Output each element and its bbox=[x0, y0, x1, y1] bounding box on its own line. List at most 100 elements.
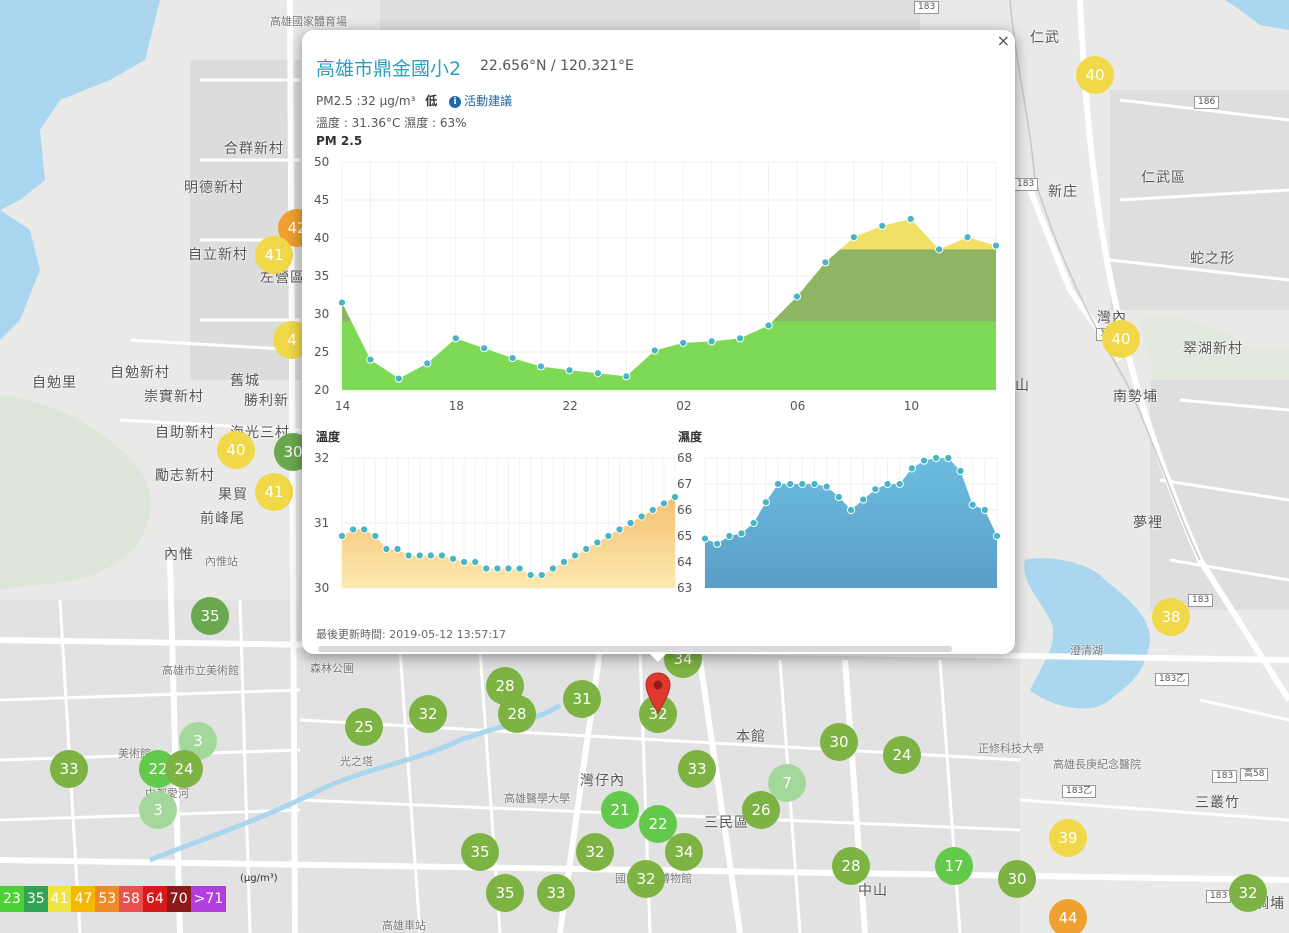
horizontal-scrollbar[interactable] bbox=[318, 646, 952, 652]
place-label: 灣仔內 bbox=[580, 773, 625, 789]
station-marker[interactable]: 24 bbox=[883, 736, 921, 774]
area-band-mid bbox=[342, 249, 996, 322]
data-point bbox=[919, 456, 929, 465]
place-label: 崇實新村 bbox=[144, 389, 204, 405]
place-label: 自助新村 bbox=[155, 425, 215, 441]
station-marker[interactable]: 35 bbox=[191, 597, 229, 635]
station-marker[interactable]: 33 bbox=[50, 750, 88, 788]
station-marker[interactable]: 32 bbox=[1229, 874, 1267, 912]
station-marker[interactable]: 40 bbox=[1076, 56, 1114, 94]
data-point bbox=[480, 344, 489, 353]
popup-pointer bbox=[648, 652, 668, 662]
place-label: 自勉里 bbox=[32, 375, 77, 391]
area-fill bbox=[342, 497, 675, 588]
station-marker[interactable]: 33 bbox=[537, 874, 575, 912]
data-point bbox=[871, 485, 880, 494]
last-updated: 最後更新時間: 2019-05-12 13:57:17 bbox=[316, 628, 507, 641]
station-marker[interactable]: 40 bbox=[1102, 320, 1140, 358]
info-icon: i bbox=[449, 96, 462, 108]
legend-item: 64 bbox=[142, 886, 167, 912]
station-marker[interactable]: 33 bbox=[678, 750, 716, 788]
close-icon[interactable]: × bbox=[996, 31, 1010, 50]
data-point bbox=[810, 479, 819, 489]
data-point bbox=[508, 353, 517, 363]
legend-unit: (μg/m³) bbox=[240, 873, 278, 884]
area-band-low bbox=[342, 321, 996, 390]
place-label: 山 bbox=[1015, 378, 1030, 394]
station-marker[interactable]: 44 bbox=[1049, 899, 1087, 933]
place-label: 內惟 bbox=[164, 547, 194, 563]
data-point bbox=[471, 557, 480, 567]
data-point bbox=[604, 531, 613, 541]
data-point bbox=[883, 479, 892, 489]
place-label: 仁武 bbox=[1030, 30, 1060, 46]
x-tick-label: 14 bbox=[335, 399, 350, 412]
data-point bbox=[548, 564, 557, 573]
data-point bbox=[382, 544, 391, 554]
data-point bbox=[956, 466, 965, 476]
activity-advice-link[interactable]: i 活動建議 bbox=[449, 94, 512, 108]
station-marker[interactable]: 39 bbox=[1049, 819, 1087, 857]
station-marker[interactable]: 17 bbox=[935, 847, 973, 885]
place-label: 夢裡 bbox=[1133, 515, 1163, 531]
place-label: 內惟站 bbox=[205, 555, 238, 568]
y-tick-label: 31 bbox=[314, 516, 329, 530]
y-tick-label: 40 bbox=[314, 231, 329, 245]
legend-item: 35 bbox=[23, 886, 48, 912]
station-marker[interactable]: 32 bbox=[576, 833, 614, 871]
station-marker[interactable]: 26 bbox=[742, 791, 780, 829]
place-label: 高雄醫學大學 bbox=[504, 792, 570, 805]
y-tick-label: 63 bbox=[677, 581, 692, 595]
data-point bbox=[906, 214, 915, 224]
selected-location-pin-icon[interactable] bbox=[645, 672, 671, 714]
data-point bbox=[571, 551, 580, 560]
station-marker[interactable]: 41 bbox=[255, 473, 293, 511]
station-marker[interactable]: 3 bbox=[139, 791, 177, 829]
x-tick-label: 10 bbox=[904, 399, 919, 412]
place-label: 中山 bbox=[858, 883, 888, 899]
station-marker[interactable]: 32 bbox=[627, 860, 665, 898]
data-point bbox=[615, 525, 624, 534]
temp-humidity-reading: 溫度 : 31.36°C 濕度 : 63% bbox=[316, 116, 467, 130]
data-point bbox=[536, 362, 546, 371]
data-point bbox=[366, 355, 375, 364]
data-point bbox=[349, 525, 358, 534]
station-marker[interactable]: 32 bbox=[409, 695, 447, 733]
data-point bbox=[670, 492, 680, 502]
data-point bbox=[537, 570, 546, 580]
data-point bbox=[968, 500, 977, 509]
data-point bbox=[786, 479, 795, 489]
humidity-chart-title: 濕度 bbox=[678, 430, 703, 444]
pm-chart-title: PM 2.5 bbox=[316, 134, 363, 148]
data-point bbox=[992, 531, 1000, 541]
station-marker[interactable]: 31 bbox=[563, 680, 601, 718]
data-point bbox=[559, 557, 569, 567]
temperature-chart-title: 溫度 bbox=[316, 430, 341, 444]
y-tick-label: 45 bbox=[314, 193, 329, 207]
station-marker[interactable]: 41 bbox=[255, 236, 293, 274]
station-marker[interactable]: 30 bbox=[820, 723, 858, 761]
station-marker[interactable]: 38 bbox=[1152, 598, 1190, 636]
station-marker[interactable]: 32 bbox=[639, 695, 677, 733]
place-label: 本館 bbox=[736, 729, 766, 745]
y-tick-label: 67 bbox=[677, 477, 692, 491]
data-point bbox=[679, 338, 688, 347]
station-marker[interactable]: 24 bbox=[165, 750, 203, 788]
station-marker[interactable]: 35 bbox=[486, 874, 524, 912]
station-marker[interactable]: 30 bbox=[998, 860, 1036, 898]
road-shield: 高58 bbox=[1240, 768, 1269, 781]
station-marker[interactable]: 28 bbox=[832, 847, 870, 885]
station-marker[interactable]: 28 bbox=[498, 695, 536, 733]
station-marker[interactable]: 25 bbox=[345, 708, 383, 746]
data-point bbox=[337, 298, 347, 307]
station-marker[interactable]: 35 bbox=[461, 833, 499, 871]
station-coordinates: 22.656°N / 120.321°E bbox=[480, 58, 634, 74]
station-marker[interactable]: 34 bbox=[665, 833, 703, 871]
y-tick-label: 30 bbox=[314, 307, 329, 321]
station-marker[interactable]: 40 bbox=[217, 431, 255, 469]
station-marker[interactable]: 21 bbox=[601, 791, 639, 829]
road-shield: 183乙 bbox=[1155, 673, 1190, 686]
level-badge: 低 bbox=[425, 94, 438, 108]
y-tick-label: 65 bbox=[677, 529, 692, 543]
